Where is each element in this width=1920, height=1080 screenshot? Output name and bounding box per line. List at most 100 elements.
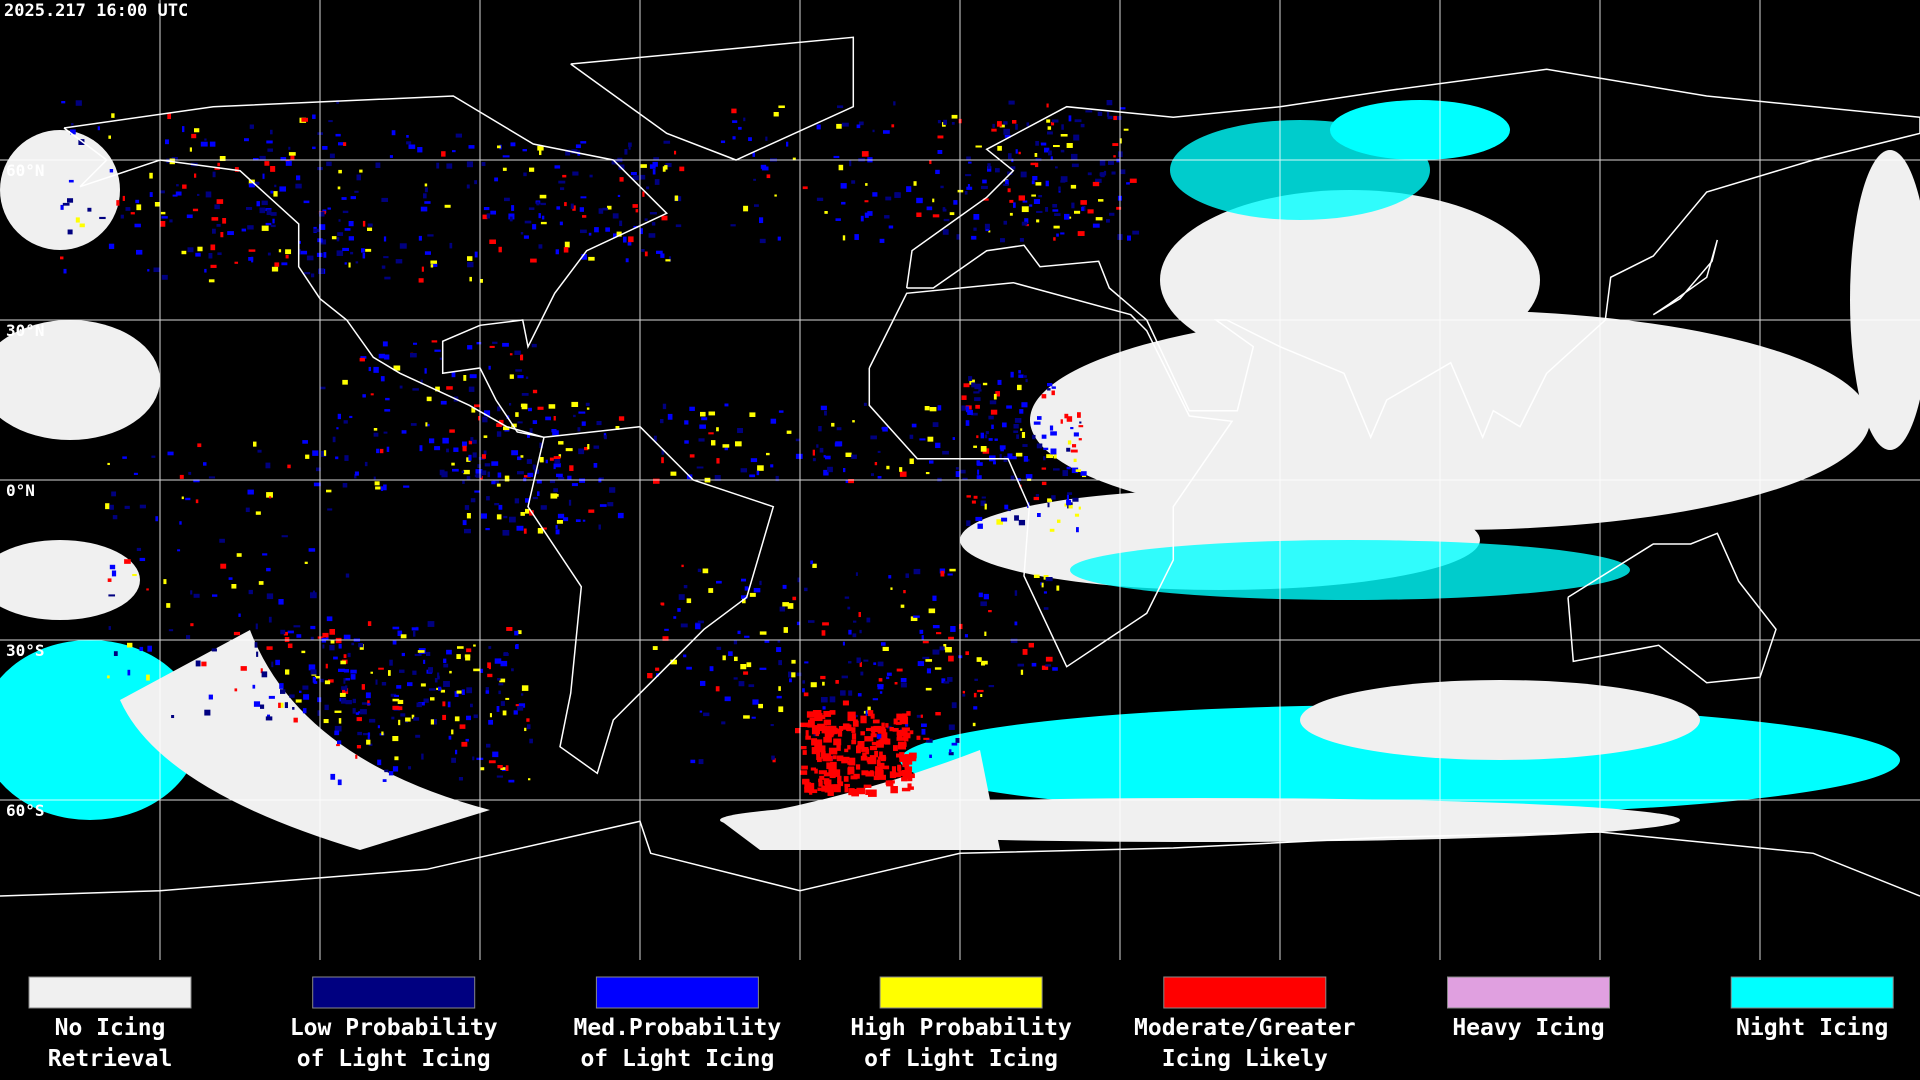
icing-pixel xyxy=(1060,419,1063,424)
icing-pixel xyxy=(837,731,843,737)
cloud xyxy=(0,130,120,250)
icing-pixel xyxy=(517,471,524,475)
icing-pixel xyxy=(332,436,336,443)
icing-pixel xyxy=(384,409,391,412)
icing-pixel xyxy=(345,700,352,705)
icing-pixel xyxy=(683,585,688,589)
icing-pixel xyxy=(864,212,869,218)
icing-pixel xyxy=(873,662,877,665)
icing-pixel xyxy=(354,190,359,193)
icing-pixel xyxy=(870,435,877,440)
icing-pixel xyxy=(238,613,241,617)
icing-pixel xyxy=(271,661,274,668)
coastline xyxy=(868,281,1234,668)
icing-pixel xyxy=(630,172,637,176)
icing-pixel xyxy=(1064,213,1070,220)
icing-pixel xyxy=(860,731,865,736)
icing-pixel xyxy=(367,703,371,706)
icing-pixel xyxy=(633,175,639,181)
icing-pixel xyxy=(1074,119,1082,123)
legend-swatch xyxy=(879,976,1043,1009)
icing-pixel xyxy=(343,678,346,684)
icing-pixel xyxy=(922,640,929,644)
coastlines xyxy=(0,36,1920,897)
icing-pixel xyxy=(378,353,385,359)
icing-pixel xyxy=(540,221,547,225)
icing-pixel xyxy=(428,623,432,627)
icing-pixel xyxy=(811,738,818,746)
icing-pixel xyxy=(161,274,168,280)
icing-pixel xyxy=(875,743,884,748)
icing-pixel xyxy=(257,449,262,453)
icing-pixel xyxy=(753,588,761,593)
icing-pixel xyxy=(640,174,646,180)
icing-pixel xyxy=(929,159,932,165)
icing-pixel xyxy=(812,458,816,462)
icing-pixel xyxy=(791,659,796,664)
icing-pixel xyxy=(573,414,576,418)
icing-pixel xyxy=(136,249,143,255)
icing-pixel xyxy=(292,707,295,710)
icing-pixel xyxy=(414,653,422,657)
icing-pixel xyxy=(814,713,823,722)
legend-swatch xyxy=(28,976,192,1009)
icing-pixel xyxy=(800,746,807,750)
icing-pixel xyxy=(978,389,982,392)
icing-pixel xyxy=(641,249,645,252)
icing-pixel xyxy=(470,498,476,503)
icing-pixel xyxy=(976,435,979,439)
icing-pixel xyxy=(1071,202,1075,209)
icing-pixel xyxy=(612,213,619,219)
icing-pixel xyxy=(288,152,296,156)
icing-pixel xyxy=(516,525,524,531)
icing-pixel xyxy=(856,657,861,664)
coastline xyxy=(1567,532,1777,684)
icing-pixel xyxy=(428,667,433,673)
icing-pixel xyxy=(883,130,890,134)
icing-pixel xyxy=(186,635,191,639)
icing-pixel xyxy=(492,751,499,758)
icing-pixel xyxy=(828,747,838,755)
icing-pixel xyxy=(248,589,253,595)
icing-pixel xyxy=(1035,494,1040,497)
icing-pixel xyxy=(509,374,514,379)
icing-pixel xyxy=(264,161,270,166)
icing-pixel xyxy=(728,651,733,656)
icing-pixel xyxy=(509,403,512,406)
icing-pixel xyxy=(473,644,476,647)
icing-pixel xyxy=(877,728,887,734)
icing-pixel xyxy=(987,163,991,169)
icing-pixel xyxy=(575,519,581,523)
icing-pixel xyxy=(779,606,785,612)
icing-pixel xyxy=(269,496,272,499)
icing-pixel xyxy=(338,718,342,724)
icing-pixel xyxy=(563,517,569,522)
icing-pixel xyxy=(716,427,719,432)
icing-pixel xyxy=(1067,440,1072,445)
icing-pixel xyxy=(208,253,213,259)
icing-pixel xyxy=(420,683,426,687)
icing-pixel xyxy=(558,477,565,480)
icing-pixel xyxy=(279,683,284,689)
icing-pixel xyxy=(901,727,910,732)
icing-pixel xyxy=(879,238,885,243)
icing-pixel xyxy=(1015,452,1023,457)
icing-pixel xyxy=(759,580,762,586)
icing-pixel xyxy=(967,184,970,188)
icing-pixel xyxy=(527,434,530,438)
icing-pixel xyxy=(940,570,945,577)
legend-label: Retrieval xyxy=(48,1046,173,1072)
icing-pixel xyxy=(814,725,819,733)
icing-pixel xyxy=(1002,422,1007,428)
icing-pixel xyxy=(1001,517,1008,522)
icing-pixel xyxy=(168,629,174,632)
icing-pixel xyxy=(310,625,316,630)
icing-pixel xyxy=(619,220,623,227)
icing-pixel xyxy=(1106,219,1110,223)
icing-pixel xyxy=(1038,195,1043,198)
icing-pixel xyxy=(555,525,558,529)
icing-pixel xyxy=(564,241,570,248)
icing-pixel xyxy=(380,376,385,382)
icing-pixel xyxy=(108,594,116,597)
icing-pixel xyxy=(824,410,827,416)
